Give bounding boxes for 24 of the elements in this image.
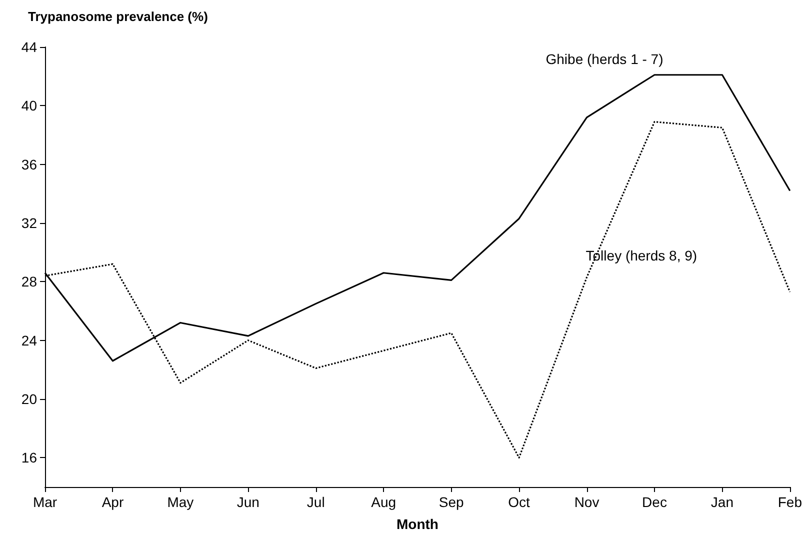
y-tick-label: 28 <box>21 274 38 290</box>
series-label: Ghibe (herds 1 - 7) <box>546 50 664 67</box>
x-tick-label: Nov <box>574 494 600 510</box>
x-tick-label: Aug <box>371 494 396 510</box>
y-tick-label: 20 <box>21 391 38 407</box>
x-axis-title: Month <box>396 516 438 532</box>
y-tick-label: 44 <box>21 39 38 55</box>
x-tick-label: Oct <box>508 494 530 510</box>
x-tick-label: Jul <box>306 494 325 510</box>
x-tick-label: Jan <box>710 494 734 510</box>
x-tick-label: Sep <box>438 494 464 510</box>
x-tick-label: Apr <box>102 494 124 510</box>
y-axis-title: Trypanosome prevalence (%) <box>28 9 208 24</box>
x-tick-label: Mar <box>32 494 58 510</box>
x-tick-label: Dec <box>642 494 667 510</box>
y-tick-label: 32 <box>21 215 38 231</box>
x-tick-label: May <box>167 494 194 510</box>
x-tick-label: Feb <box>778 494 802 510</box>
x-tick-label: Jun <box>236 494 260 510</box>
y-tick-label: 36 <box>21 156 38 172</box>
series-label: Tolley (herds 8, 9) <box>586 247 698 264</box>
y-tick-label: 16 <box>21 450 38 466</box>
y-tick-label: 40 <box>21 98 38 114</box>
y-tick-label: 24 <box>21 332 38 348</box>
